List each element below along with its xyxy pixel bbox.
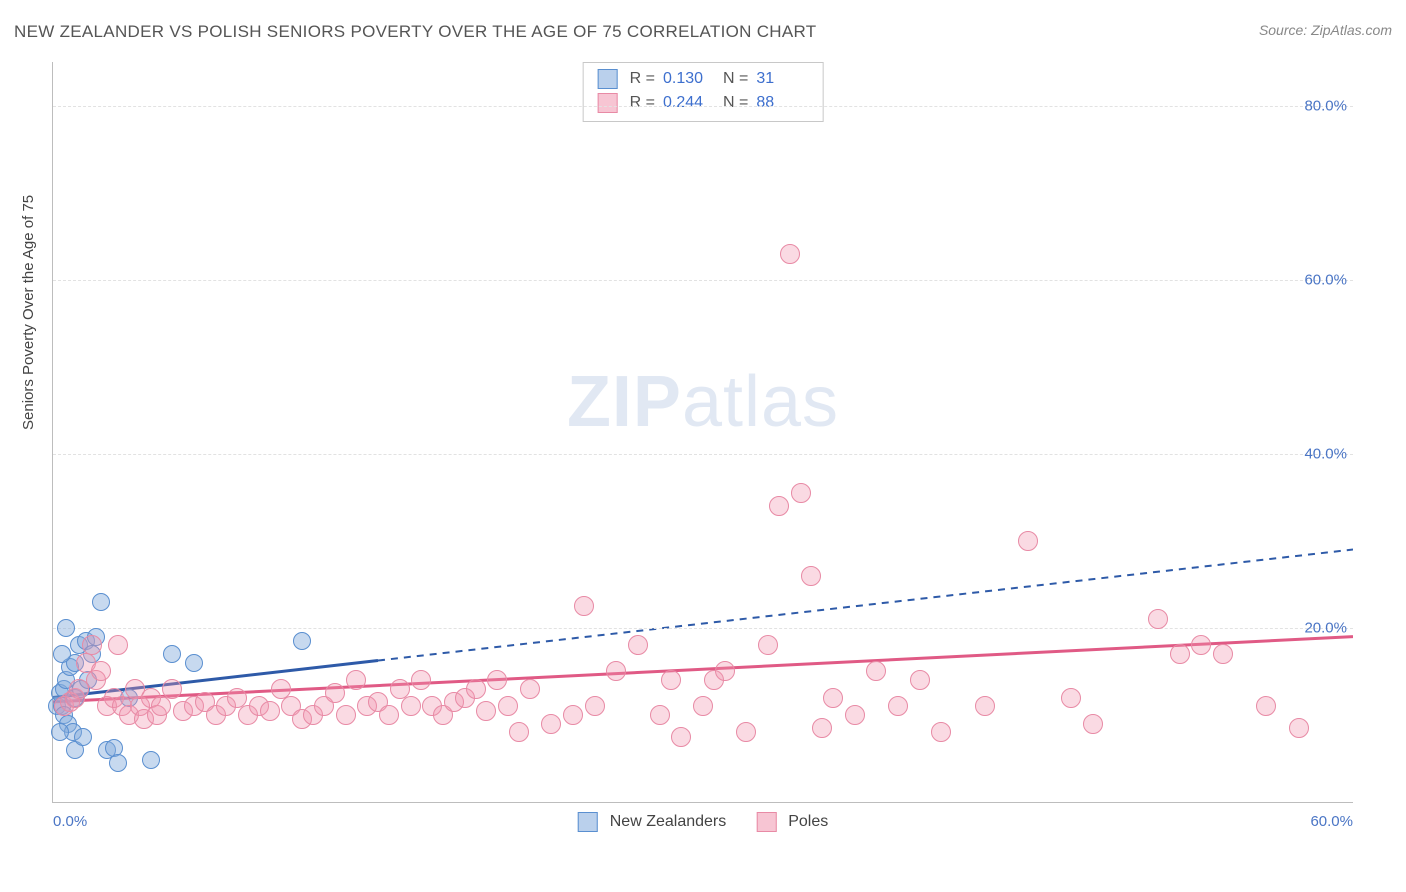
y-tick-label: 20.0% [1304,619,1347,636]
point-pink [411,670,431,690]
point-pink [487,670,507,690]
legend-label-blue: New Zealanders [610,813,727,831]
point-pink [541,714,561,734]
point-pink [1213,644,1233,664]
point-pink [931,722,951,742]
point-pink [574,596,594,616]
gridline [53,280,1353,281]
n-label: N = [723,67,748,91]
point-pink [715,661,735,681]
point-pink [1061,688,1081,708]
legend-label-pink: Poles [788,813,828,831]
n-value-pink: 88 [756,91,808,115]
series-legend: New Zealanders Poles [578,812,829,832]
point-pink [1256,696,1276,716]
point-pink [628,635,648,655]
point-pink [476,701,496,721]
point-pink [823,688,843,708]
point-pink [401,696,421,716]
gridline [53,454,1353,455]
point-pink [82,635,102,655]
point-pink [498,696,518,716]
r-label: R = [630,91,655,115]
point-pink [758,635,778,655]
point-pink [585,696,605,716]
point-pink [466,679,486,699]
stats-row-pink: R = 0.244 N = 88 [598,91,809,115]
point-pink [1289,718,1309,738]
point-pink [1018,531,1038,551]
point-pink [379,705,399,725]
point-pink [336,705,356,725]
chart-title: NEW ZEALANDER VS POLISH SENIORS POVERTY … [14,22,816,41]
point-pink [1170,644,1190,664]
point-pink [975,696,995,716]
swatch-pink-icon [598,93,618,113]
point-pink [108,635,128,655]
point-pink [801,566,821,586]
r-value-blue: 0.130 [663,67,715,91]
point-pink [693,696,713,716]
point-blue [185,654,203,672]
y-tick-label: 80.0% [1304,97,1347,114]
point-pink [162,679,182,699]
point-blue [109,754,127,772]
gridline [53,106,1353,107]
point-pink [650,705,670,725]
point-pink [606,661,626,681]
point-pink [563,705,583,725]
point-pink [520,679,540,699]
y-tick-label: 60.0% [1304,271,1347,288]
point-blue [142,751,160,769]
point-pink [866,661,886,681]
y-axis-label: Seniors Poverty Over the Age of 75 [20,195,37,430]
watermark: ZIPatlas [567,361,839,443]
point-pink [509,722,529,742]
point-pink [736,722,756,742]
point-pink [888,696,908,716]
point-pink [91,661,111,681]
point-pink [780,244,800,264]
point-blue [92,593,110,611]
point-blue [57,619,75,637]
legend-swatch-blue-icon [578,812,598,832]
x-tick-label: 0.0% [53,813,87,830]
point-pink [1191,635,1211,655]
point-blue [293,632,311,650]
n-label: N = [723,91,748,115]
swatch-blue-icon [598,69,618,89]
point-pink [671,727,691,747]
point-pink [151,696,171,716]
point-pink [325,683,345,703]
source-label: Source: ZipAtlas.com [1259,22,1392,38]
point-blue [51,723,69,741]
point-pink [1083,714,1103,734]
point-pink [661,670,681,690]
regression-lines [53,62,1353,802]
point-pink [910,670,930,690]
point-blue [163,645,181,663]
scatter-plot-area: ZIPatlas R = 0.130 N = 31 R = 0.244 N = … [52,62,1353,803]
stats-legend-box: R = 0.130 N = 31 R = 0.244 N = 88 [583,62,824,122]
point-blue [53,645,71,663]
point-pink [346,670,366,690]
x-tick-label: 60.0% [1310,813,1353,830]
point-pink [791,483,811,503]
y-tick-label: 40.0% [1304,445,1347,462]
n-value-blue: 31 [756,67,808,91]
legend-swatch-pink-icon [756,812,776,832]
point-pink [769,496,789,516]
stats-row-blue: R = 0.130 N = 31 [598,67,809,91]
point-pink [260,701,280,721]
r-value-pink: 0.244 [663,91,715,115]
point-pink [845,705,865,725]
r-label: R = [630,67,655,91]
point-pink [1148,609,1168,629]
point-blue [74,728,92,746]
point-pink [812,718,832,738]
